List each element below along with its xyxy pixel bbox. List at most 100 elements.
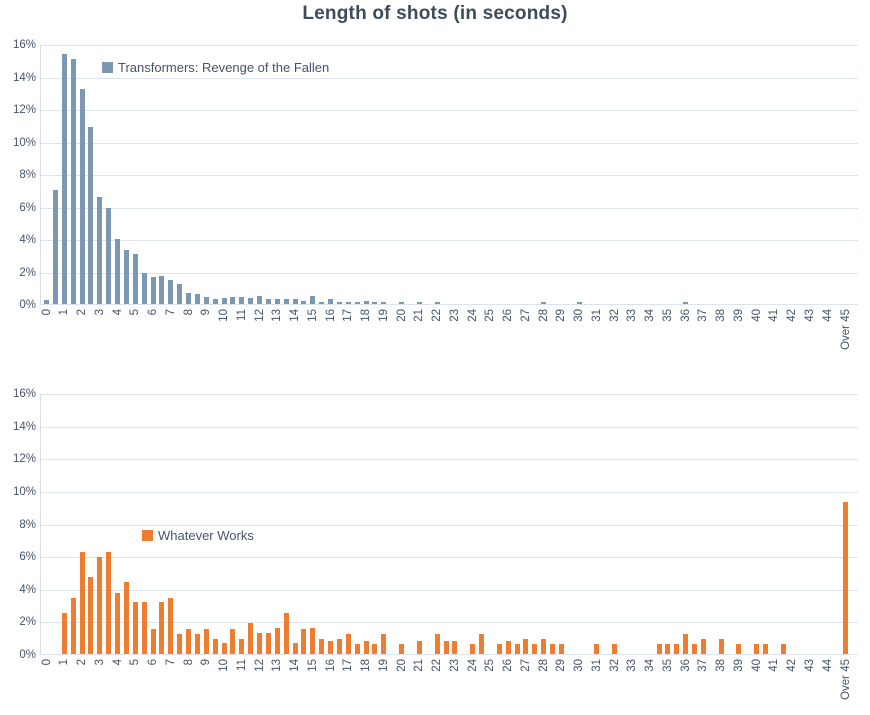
histogram-bar [283,613,289,654]
histogram-bar [248,623,254,654]
histogram-bar [399,302,405,304]
gridline [40,459,858,460]
x-tick-label: 34 [644,659,657,672]
histogram-bar [97,557,103,654]
histogram-bar [70,598,76,654]
histogram-bar [239,297,245,304]
histogram-bar [88,577,94,654]
histogram-bar [319,639,325,654]
x-tick-label: 32 [608,309,621,322]
histogram-bar [274,299,280,304]
x-tick-label: 17 [342,659,355,672]
x-tick-label: 28 [537,659,550,672]
histogram-bar [123,250,129,304]
y-tick-label: 4% [19,234,36,246]
histogram-bar [363,301,369,304]
histogram-bar [239,639,245,654]
gridline [40,78,858,79]
y-tick-label: 6% [19,551,36,563]
histogram-bar [194,294,200,304]
histogram-bar [177,284,183,304]
x-tick-label: 39 [732,309,745,322]
histogram-bar [328,641,334,654]
histogram-bar [301,629,307,654]
histogram-bar [692,644,698,654]
x-tick-label: 38 [715,659,728,672]
x-tick-label: 33 [626,659,639,672]
x-tick-label: 9 [200,309,213,316]
y-tick-label: 14% [12,421,36,433]
histogram-bar [186,293,192,304]
x-tick-label: 41 [768,659,781,672]
x-tick-label: 13 [271,659,284,672]
whatever-works-legend-swatch-icon [142,530,153,541]
whatever-works-plot-area: Whatever Works [40,394,858,655]
x-tick-label: 7 [164,659,177,666]
x-tick-label: 43 [804,659,816,672]
histogram-bar [132,254,138,304]
histogram-bar [177,634,183,654]
x-tick-label: 4 [111,309,124,316]
y-tick-label: 16% [12,39,36,51]
histogram-bar [230,629,236,654]
histogram-bar [354,644,360,654]
x-tick-label: 13 [271,309,284,322]
histogram-bar [186,629,192,654]
histogram-bar [203,629,209,654]
histogram-bar [257,633,263,654]
gridline [40,304,858,305]
y-tick-label: 0% [19,649,36,661]
gridline [40,492,858,493]
x-tick-label: 32 [608,659,621,672]
x-tick-label: 41 [768,309,781,322]
histogram-bar [159,276,165,304]
x-tick-label: 37 [697,659,710,672]
x-tick-label: 1 [58,309,71,316]
x-tick-label: 0 [40,659,53,666]
gridline [40,240,858,241]
transformers-plot-area: Transformers: Revenge of the Fallen [40,45,858,305]
x-tick-label: Over 45 [839,309,852,350]
x-tick-label: 21 [413,309,426,322]
histogram-bar [70,59,76,304]
histogram-bar [523,639,529,654]
y-tick-label: 12% [12,453,36,465]
histogram-bar [265,633,271,654]
histogram-bar [541,302,547,304]
histogram-bar [434,634,440,654]
gridline [40,394,858,395]
histogram-bar [283,299,289,304]
histogram-bar [576,302,582,304]
x-tick-label: 5 [129,309,142,316]
histogram-bar [212,299,218,304]
histogram-bar [612,644,618,654]
histogram-bar [532,644,538,654]
x-tick-label: 17 [342,309,355,322]
x-tick-label: 26 [502,309,515,322]
histogram-bar [194,634,200,654]
histogram-bar [381,634,387,654]
y-axis-line [40,45,41,305]
histogram-bar [123,582,129,654]
y-tick-label: 4% [19,584,36,596]
gridline [40,557,858,558]
x-tick-label: 15 [306,309,319,322]
x-tick-label: 6 [147,309,160,316]
histogram-bar [257,296,263,304]
histogram-bar [221,643,227,654]
histogram-bar [656,644,662,654]
histogram-bar [310,628,316,654]
y-tick-label: 2% [19,267,36,279]
histogram-bar [381,302,387,304]
x-tick-label: 24 [466,659,479,672]
histogram-bar [594,644,600,654]
x-tick-label: 12 [253,309,266,322]
histogram-bar [44,300,49,304]
x-tick-label: 39 [732,659,745,672]
x-tick-label: 22 [431,309,444,322]
x-tick-label: 8 [182,309,195,316]
x-tick-label: 3 [93,309,106,316]
gridline [40,208,858,209]
y-tick-label: 14% [12,72,36,84]
histogram-bar [345,634,351,654]
